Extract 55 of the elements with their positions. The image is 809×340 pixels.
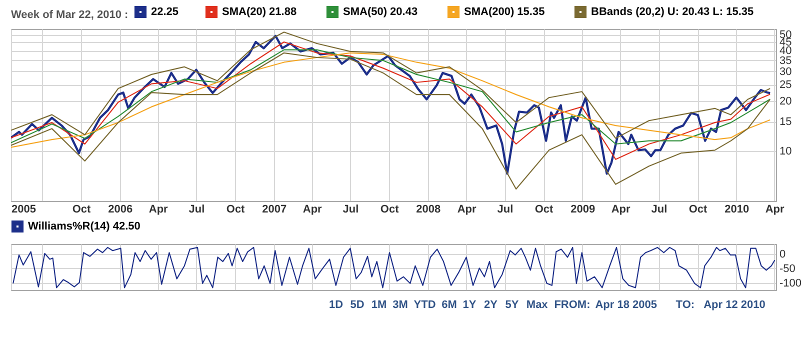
line-series: [11, 41, 771, 160]
legend-label: SMA(20) 21.88: [222, 6, 297, 18]
text: 5D: [350, 299, 364, 311]
text: Apr 18 2005: [595, 299, 657, 311]
line-series: [12, 246, 776, 288]
line-series: [11, 52, 771, 190]
x-tick-label: Jul: [188, 204, 205, 216]
x-tick-label: Oct: [534, 204, 554, 216]
legend-label: 22.25: [151, 6, 179, 18]
line-series: [11, 34, 772, 175]
y-tick-label: 15: [780, 116, 792, 128]
x-tick-label: Oct: [688, 204, 708, 216]
legend-label: SMA(200) 15.35: [464, 6, 545, 18]
x-tick-label: Apr: [611, 204, 631, 216]
x-tick-label: 2007: [262, 204, 287, 216]
text: 5Y: [505, 299, 520, 311]
x-tick-label: Apr: [457, 204, 477, 216]
x-tick-label: Oct: [226, 204, 246, 216]
x-tick-label: 2009: [570, 204, 596, 216]
legend-title: Week of Mar 22, 2010 :: [11, 9, 128, 21]
y-tick-label: 35: [780, 54, 792, 67]
x-tick-label: Jul: [497, 204, 514, 216]
text: 3M: [392, 299, 408, 311]
y-tick-label: 0: [780, 248, 786, 261]
x-tick-label: Apr: [148, 204, 169, 216]
legend-label: Williams%R(14) 42.50: [28, 220, 140, 232]
text: 1M: [371, 299, 387, 311]
y-tick-label: 30: [780, 66, 792, 78]
y-tick-label: -50: [780, 262, 796, 275]
text: FROM:: [554, 299, 590, 311]
legend-label: BBands (20,2) U: 20.43 L: 15.35: [591, 6, 754, 18]
x-tick-label: Apr: [765, 204, 785, 216]
x-tick-label: Jul: [342, 204, 359, 216]
text: 2Y: [484, 299, 498, 311]
x-tick-label: 2008: [416, 204, 441, 216]
y-tick-label: 20: [780, 95, 792, 108]
text: 1D: [329, 299, 344, 311]
x-tick-label: Oct: [380, 204, 400, 216]
x-tick-label: Oct: [72, 204, 92, 216]
text: YTD: [414, 299, 436, 311]
line-series: [11, 32, 771, 139]
y-tick-label: 25: [780, 79, 792, 92]
x-tick-label: Jul: [651, 204, 668, 216]
text: TO:: [676, 299, 695, 311]
text: 6M: [442, 299, 457, 311]
text: Apr 12 2010: [704, 299, 766, 311]
y-tick-label: -100: [780, 277, 802, 290]
x-tick-label: 2010: [724, 204, 750, 216]
x-tick-label: 2006: [108, 204, 133, 216]
y-tick-label: 10: [780, 145, 792, 158]
legend-label: SMA(50) 20.43: [343, 6, 418, 18]
x-tick-label: Apr: [302, 204, 323, 216]
text: 1Y: [462, 299, 477, 311]
x-tick-label: 2005: [12, 204, 36, 216]
text: Max: [526, 299, 549, 311]
